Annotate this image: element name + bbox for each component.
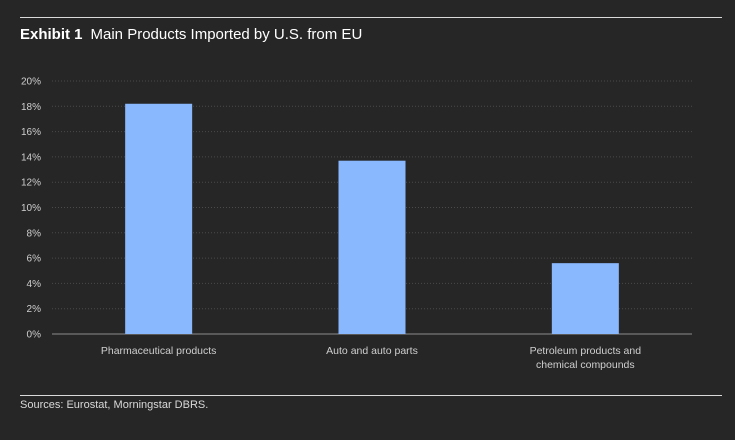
x-tick-label: Pharmaceutical products (101, 345, 217, 357)
y-tick-label: 8% (27, 228, 42, 239)
y-tick-label: 6% (27, 254, 42, 265)
x-tick-label: Auto and auto parts (326, 345, 418, 357)
y-tick-label: 10% (21, 203, 41, 214)
y-tick-label: 12% (21, 178, 41, 189)
source-note: Sources: Eurostat, Morningstar DBRS. (20, 399, 209, 411)
y-tick-label: 2% (27, 304, 42, 315)
y-tick-label: 20% (21, 77, 41, 88)
top-rule (20, 17, 722, 18)
x-tick-label: chemical compounds (536, 359, 635, 371)
y-tick-label: 16% (21, 127, 41, 138)
y-tick-label: 0% (27, 330, 42, 341)
exhibit-label: Exhibit 1 (20, 26, 83, 43)
title-text: Main Products Imported by U.S. from EU (90, 26, 363, 43)
bar (125, 103, 193, 335)
y-tick-label: 4% (27, 279, 42, 290)
y-tick-label: 18% (21, 102, 41, 113)
bottom-rule (20, 395, 722, 396)
x-tick-label: Petroleum products and (530, 345, 642, 357)
bar (338, 160, 406, 334)
bar (551, 263, 619, 334)
y-tick-label: 14% (21, 152, 41, 163)
chart-title: Exhibit 1 Main Products Imported by U.S. … (20, 26, 362, 43)
